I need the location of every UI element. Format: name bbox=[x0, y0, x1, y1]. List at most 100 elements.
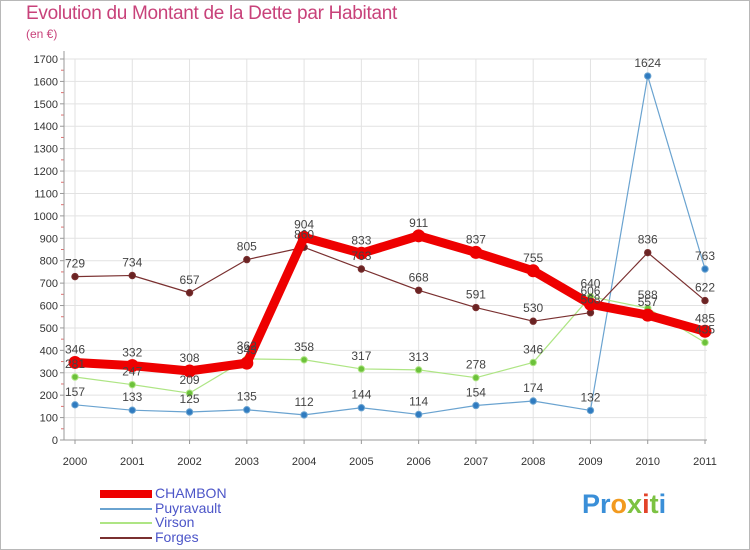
data-label-virson-2005: 317 bbox=[351, 349, 371, 363]
point-puyravault-2005 bbox=[357, 404, 366, 412]
xtick-label-2004: 2004 bbox=[292, 456, 316, 468]
legend-label-virson: Virson bbox=[155, 514, 195, 530]
point-chambon-2004 bbox=[297, 230, 311, 244]
data-label-chambon-2000: 346 bbox=[65, 342, 85, 356]
ytick-label-700: 700 bbox=[40, 278, 58, 290]
xtick-label-2009: 2009 bbox=[578, 456, 602, 468]
point-puyravault-2001 bbox=[128, 406, 136, 414]
data-label-puyravault-2011: 763 bbox=[695, 249, 715, 263]
ytick-label-100: 100 bbox=[40, 413, 58, 425]
data-label-puyravault-2005: 144 bbox=[351, 388, 371, 402]
data-label-puyravault-2010: 1624 bbox=[634, 56, 661, 70]
point-virson-2004 bbox=[300, 356, 308, 364]
point-puyravault-2008 bbox=[529, 397, 537, 405]
data-label-virson-2011: 435 bbox=[695, 323, 715, 337]
data-label-puyravault-2001: 133 bbox=[122, 390, 142, 404]
xtick-label-2011: 2011 bbox=[693, 456, 717, 468]
point-forges-2011 bbox=[701, 296, 709, 305]
xtick-label-2002: 2002 bbox=[177, 456, 201, 468]
point-virson-2007 bbox=[472, 373, 480, 382]
point-forges-2008 bbox=[529, 317, 537, 325]
data-label-puyravault-2009: 132 bbox=[580, 390, 600, 404]
point-virson-2011 bbox=[701, 338, 709, 347]
logo-letter: r bbox=[600, 489, 611, 519]
legend-swatch-forges bbox=[100, 536, 152, 539]
data-label-virson-2004: 358 bbox=[294, 340, 314, 354]
data-label-forges-2011: 622 bbox=[695, 281, 715, 295]
data-label-chambon-2002: 308 bbox=[180, 351, 200, 365]
point-puyravault-2007 bbox=[472, 401, 480, 410]
chart-subtitle: (en €) bbox=[26, 27, 58, 41]
data-label-chambon-2004: 904 bbox=[294, 217, 314, 231]
legend-item-chambon: CHAMBON bbox=[100, 485, 360, 502]
data-label-chambon-2007: 837 bbox=[466, 232, 486, 246]
data-label-puyravault-2000: 157 bbox=[65, 385, 85, 399]
legend-item-puyravault: Puyravault bbox=[100, 499, 360, 517]
data-label-virson-2010: 588 bbox=[638, 288, 658, 302]
ytick-label-0: 0 bbox=[52, 435, 58, 447]
point-virson-2002 bbox=[185, 389, 194, 397]
data-label-chambon-2005: 833 bbox=[351, 233, 371, 247]
legend-swatch-virson bbox=[100, 522, 152, 524]
legend-label-puyravault: Puyravault bbox=[155, 499, 222, 516]
ytick-label-900: 900 bbox=[40, 233, 58, 245]
point-forges-2001 bbox=[128, 271, 136, 280]
point-chambon-2009 bbox=[583, 297, 597, 311]
ytick-label-800: 800 bbox=[40, 256, 58, 268]
point-puyravault-2011 bbox=[701, 265, 709, 273]
legend-item-virson: Virson bbox=[100, 514, 360, 531]
data-label-forges-2006: 668 bbox=[409, 270, 429, 284]
ytick-label-300: 300 bbox=[40, 368, 58, 380]
proxiti-logo: Proxiti bbox=[582, 489, 666, 520]
data-label-chambon-2006: 911 bbox=[409, 216, 428, 230]
point-chambon-2011 bbox=[698, 324, 712, 338]
point-forges-2006 bbox=[414, 286, 423, 294]
data-label-puyravault-2002: 125 bbox=[180, 392, 200, 406]
data-label-forges-2008: 530 bbox=[523, 301, 543, 315]
data-label-puyravault-2006: 114 bbox=[409, 394, 428, 408]
point-forges-2002 bbox=[185, 289, 194, 297]
point-puyravault-2000 bbox=[71, 401, 79, 409]
data-label-virson-2008: 346 bbox=[523, 342, 543, 356]
point-forges-2010 bbox=[644, 248, 652, 257]
point-chambon-2005 bbox=[354, 246, 368, 260]
xtick-label-2005: 2005 bbox=[349, 456, 373, 468]
point-forges-2003 bbox=[243, 255, 251, 264]
xtick-label-2008: 2008 bbox=[521, 456, 545, 468]
ytick-label-1100: 1100 bbox=[34, 188, 58, 200]
ytick-label-1500: 1500 bbox=[34, 99, 58, 111]
point-chambon-2008 bbox=[526, 264, 540, 278]
ytick-label-1600: 1600 bbox=[34, 76, 58, 88]
point-puyravault-2009 bbox=[586, 406, 595, 415]
xtick-label-2007: 2007 bbox=[464, 456, 488, 468]
data-label-chambon-2009: 606 bbox=[580, 284, 600, 298]
data-label-chambon-2008: 755 bbox=[523, 251, 543, 265]
point-forges-2005 bbox=[357, 265, 366, 273]
data-label-forges-2000: 729 bbox=[65, 257, 85, 271]
data-label-forges-2009: 568 bbox=[580, 293, 600, 307]
grid bbox=[64, 58, 707, 441]
ytick-label-1700: 1700 bbox=[34, 54, 58, 66]
point-forges-2000 bbox=[71, 272, 79, 281]
point-puyravault-2003 bbox=[243, 406, 251, 414]
data-label-forges-2010: 836 bbox=[638, 233, 658, 247]
ytick-label-200: 200 bbox=[40, 390, 58, 402]
xtick-label-2003: 2003 bbox=[235, 456, 259, 468]
legend-item-forges: Forges bbox=[100, 528, 360, 546]
data-label-puyravault-2004: 112 bbox=[295, 395, 314, 409]
logo-letter: P bbox=[582, 489, 601, 519]
point-chambon-2001 bbox=[125, 359, 139, 373]
point-chambon-2010 bbox=[641, 308, 655, 322]
ytick-label-500: 500 bbox=[40, 323, 58, 335]
logo-letter: o bbox=[610, 489, 628, 519]
logo-letter: x bbox=[627, 489, 643, 519]
series-line-virson bbox=[74, 295, 706, 394]
data-label-chambon-2010: 557 bbox=[638, 295, 658, 309]
series-lines bbox=[68, 72, 712, 419]
point-chambon-2007 bbox=[469, 245, 483, 259]
legend-label-forges: Forges bbox=[155, 528, 199, 545]
xtick-label-2010: 2010 bbox=[635, 456, 659, 468]
data-labels: 346 332 308 343 904 833 911 837 755 606 557 485 157 1… bbox=[65, 56, 715, 409]
data-label-puyravault-2007: 154 bbox=[466, 385, 486, 399]
